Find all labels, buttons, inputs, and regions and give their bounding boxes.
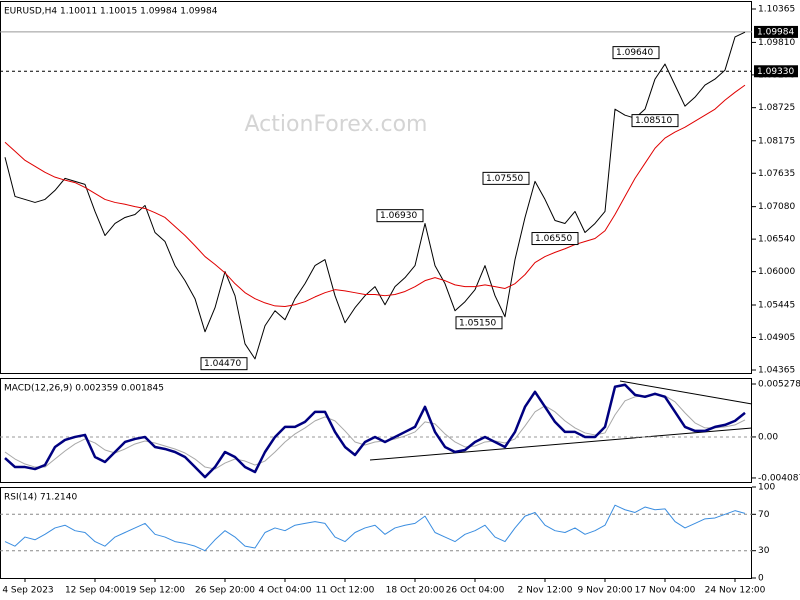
x-tick-label: 24 Nov 12:00 (705, 586, 766, 596)
panel-title: RSI(14) 71.2140 (4, 493, 77, 503)
annotation-box (612, 46, 660, 60)
y-tick-label: 1.04365 (758, 365, 795, 375)
y-tick-label: 1.09810 (758, 38, 795, 48)
annotation-box (200, 357, 248, 371)
series-line (4, 383, 746, 479)
annotation-label: 1.06930 (380, 211, 417, 221)
annotation-box (376, 209, 424, 223)
price-label: 1.09984 (757, 27, 794, 37)
y-tick-label: 1.10365 (758, 5, 795, 15)
annotation-box (455, 316, 503, 330)
annotation-label: 1.09640 (616, 48, 653, 58)
y-tick-label: 100 (758, 483, 775, 493)
x-tick-label: 2 Nov 12:00 (518, 586, 573, 596)
panel-frame (0, 487, 752, 579)
y-tick-label: 1.04905 (758, 333, 795, 343)
annotation-label: 1.07550 (486, 174, 523, 184)
price-label: 1.09330 (757, 67, 794, 77)
series-line (4, 394, 746, 470)
y-tick-label: 0.005278 (758, 379, 800, 389)
series-line (4, 84, 746, 308)
y-tick-label: 1.05445 (758, 301, 795, 311)
x-tick-label: 18 Oct 20:00 (386, 586, 445, 596)
x-tick-label: 26 Sep 20:00 (195, 586, 255, 596)
y-tick-label: 1.06000 (758, 267, 795, 277)
x-tick-label: 26 Oct 04:00 (446, 586, 505, 596)
y-tick-label: 1.07080 (758, 202, 795, 212)
y-tick-label: 70 (758, 510, 770, 520)
y-tick-label: 1.06540 (758, 235, 795, 245)
y-tick-label: 1.08175 (758, 136, 795, 146)
watermark: ActionForex.com (245, 112, 428, 137)
x-tick-label: 4 Sep 2023 (2, 586, 53, 596)
series-line (4, 31, 746, 360)
x-tick-label: 4 Oct 04:00 (259, 586, 312, 596)
y-tick-label: 1.08725 (758, 103, 795, 113)
y-tick-label: -0.004087 (758, 473, 800, 483)
x-tick-label: 9 Nov 20:00 (578, 586, 633, 596)
trend-line (369, 427, 753, 461)
annotation-box (482, 171, 530, 185)
x-tick-label: 12 Sep 04:00 (65, 586, 125, 596)
panel-frame (0, 378, 752, 483)
annotation-label: 1.06550 (535, 234, 572, 244)
x-tick-label: 19 Sep 12:00 (125, 586, 185, 596)
x-tick-label: 17 Nov 04:00 (635, 586, 696, 596)
y-tick-label: 0.00 (758, 432, 778, 442)
price-box (754, 65, 798, 78)
trend-line (619, 380, 753, 405)
panel-frame (0, 1, 752, 374)
y-tick-label: 0 (758, 574, 764, 584)
annotation-label: 1.05150 (459, 318, 496, 328)
price-box (754, 25, 798, 38)
x-tick-label: 11 Oct 12:00 (316, 586, 375, 596)
panel-title: MACD(12,26,9) 0.002359 0.001845 (4, 384, 164, 394)
annotation-box (631, 114, 679, 128)
panel-title: EURUSD,H4 1.10011 1.10015 1.09984 1.0998… (4, 7, 218, 17)
y-tick-label: 30 (758, 546, 770, 556)
annotation-label: 1.08510 (635, 116, 672, 126)
y-tick-label: 1.07635 (758, 169, 795, 179)
annotation-label: 1.04470 (204, 359, 241, 369)
series-line (4, 504, 746, 552)
annotation-box (531, 232, 579, 246)
